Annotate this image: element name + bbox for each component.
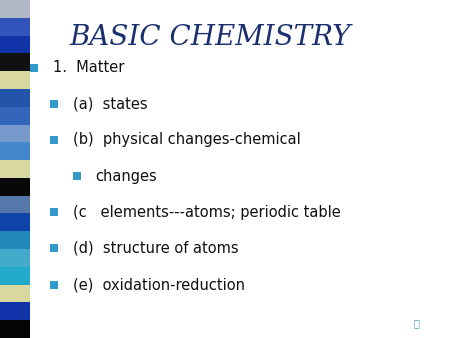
- Text: 🔈: 🔈: [414, 318, 420, 328]
- Bar: [0, 267, 30, 285]
- Text: (e)  oxidation-reduction: (e) oxidation-reduction: [73, 277, 245, 292]
- Bar: [0, 196, 30, 214]
- Text: (a)  states: (a) states: [73, 96, 148, 111]
- Text: (c   elements---atoms; periodic table: (c elements---atoms; periodic table: [73, 205, 341, 220]
- Bar: [0, 214, 30, 231]
- Bar: [0, 107, 30, 124]
- Bar: [0, 89, 30, 107]
- Bar: [0, 178, 30, 196]
- Text: 1.  Matter: 1. Matter: [53, 60, 124, 75]
- Bar: [0, 303, 30, 320]
- Text: (b)  physical changes-chemical: (b) physical changes-chemical: [73, 132, 301, 147]
- Bar: [0, 160, 30, 178]
- Text: (d)  structure of atoms: (d) structure of atoms: [73, 241, 238, 256]
- Bar: [0, 0, 30, 18]
- Bar: [0, 71, 30, 89]
- Bar: [0, 53, 30, 71]
- Bar: [0, 18, 30, 35]
- Text: changes: changes: [95, 169, 157, 184]
- Text: BASIC CHEMISTRY: BASIC CHEMISTRY: [70, 24, 351, 51]
- Bar: [0, 231, 30, 249]
- Bar: [0, 320, 30, 338]
- Bar: [0, 124, 30, 142]
- Bar: [0, 142, 30, 160]
- Bar: [0, 35, 30, 53]
- Bar: [0, 285, 30, 303]
- Bar: [0, 249, 30, 267]
